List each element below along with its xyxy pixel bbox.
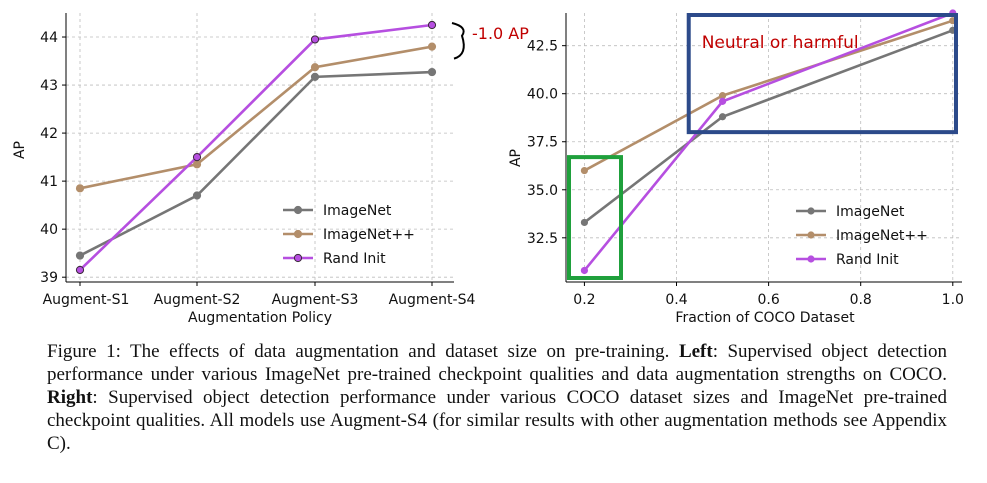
right-y-tick-label: 32.5 (527, 231, 558, 247)
legend-marker (293, 229, 303, 239)
left-chart: 39 40 41 42 43 44 Augment-S1 Augment-S2 Augment-… (12, 13, 529, 326)
right-y-tick-label: 40.0 (527, 87, 558, 103)
figure: 39 40 41 42 43 44 Augment-S1 Augment-S2 Augment-… (12, 9, 964, 326)
neutral-or-harmful-box (686, 13, 959, 135)
legend-marker (293, 205, 303, 215)
right-data-point (580, 218, 589, 227)
right-x-tick-label: 0.2 (573, 292, 595, 308)
caption-prefix: Figure 1: The effects of data augmentati… (47, 341, 679, 362)
right-x-tick-label: 0.8 (850, 292, 872, 308)
left-series-line-imagenetpp (79, 45, 433, 190)
left-y-tick-label: 40 (40, 222, 58, 238)
legend-label: ImageNet (323, 203, 392, 219)
legend-label: Rand Init (836, 252, 899, 268)
left-x-tick-label: Augment-S1 (43, 292, 130, 308)
legend-label: ImageNet (836, 204, 905, 220)
caption-left-label: Left (678, 341, 713, 362)
left-series-line-rand-init (79, 23, 433, 271)
right-chart: 32.5 35.0 37.5 40.0 42.5 0.2 0.4 0.6 0.8 1.0 Fract… (508, 9, 964, 326)
left-data-point (310, 35, 320, 44)
right-x-tick-label: 0.6 (757, 292, 779, 308)
left-data-point (310, 72, 320, 81)
left-y-tick-label: 39 (40, 270, 58, 286)
left-y-tick-label: 42 (40, 126, 58, 142)
small-fraction-highlight-box (567, 155, 623, 281)
left-data-point (192, 160, 202, 169)
right-y-tick-label: 42.5 (527, 39, 558, 55)
legend-label: Rand Init (323, 251, 386, 267)
legend-marker (293, 253, 303, 263)
left-y-tick-label: 41 (40, 174, 58, 190)
left-x-tick-label: Augment-S3 (272, 292, 359, 308)
legend-label: ImageNet++ (323, 227, 415, 243)
right-y-tick-label: 35.0 (527, 183, 558, 199)
annotation-label: -1.0 AP (472, 24, 529, 43)
caption-right-label: Right (47, 387, 93, 408)
right-data-point (718, 92, 727, 100)
left-data-point (192, 191, 202, 200)
left-y-tick-label: 43 (40, 78, 58, 94)
legend-marker (807, 207, 815, 215)
left-data-point (75, 251, 85, 260)
left-x-tick-label: Augment-S4 (389, 292, 476, 308)
right-data-point (718, 113, 727, 121)
right-y-axis-label: AP (508, 149, 524, 167)
right-y-tick-label: 37.5 (527, 135, 558, 151)
left-data-point (75, 184, 85, 193)
right-x-axis-label: Fraction of COCO Dataset (675, 310, 855, 326)
left-data-point (310, 63, 320, 72)
right-data-point (580, 166, 589, 175)
legend-marker (807, 231, 815, 239)
left-y-tick-label: 44 (40, 30, 58, 46)
left-x-tick-label: Augment-S2 (154, 292, 241, 308)
legend-label: ImageNet++ (836, 228, 928, 244)
right-data-point (580, 266, 589, 275)
left-x-axis-label: Augmentation Policy (188, 310, 332, 326)
right-x-tick-label: 1.0 (942, 292, 964, 308)
right-data-point (718, 97, 727, 105)
left-data-point (192, 153, 202, 162)
left-data-point (427, 20, 437, 30)
left-y-axis-label: AP (12, 141, 28, 159)
left-series-line-imagenet (79, 70, 433, 257)
left-data-point (427, 42, 437, 51)
left-data-point (75, 265, 85, 275)
neutral-or-harmful-label: Neutral or harmful (702, 33, 859, 53)
right-x-tick-label: 0.4 (665, 292, 687, 308)
annotation-brace (451, 22, 465, 60)
caption-left-text: : Supervised object detection performanc… (47, 341, 947, 385)
caption-right-text: : Supervised object detection performanc… (47, 387, 947, 454)
legend-marker (807, 255, 815, 263)
figure-caption: Figure 1: The effects of data augmentati… (47, 340, 947, 455)
left-data-point (427, 67, 437, 77)
